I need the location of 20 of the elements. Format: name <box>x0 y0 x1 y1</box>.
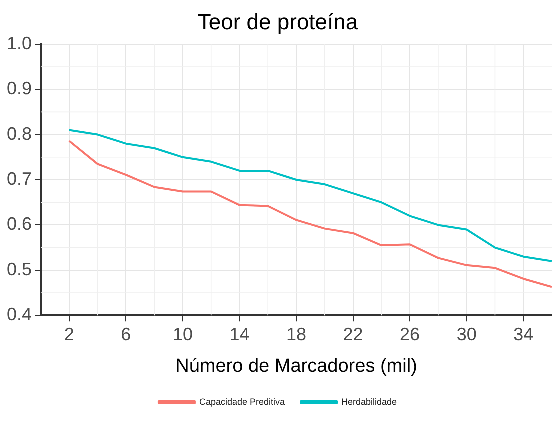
x-tick-label: 14 <box>230 324 250 344</box>
y-tick-label: 0.4 <box>6 304 32 325</box>
y-tick-label: 0.6 <box>6 214 32 234</box>
x-tick-label: 22 <box>343 324 364 344</box>
chart-title: Teor de proteína <box>198 9 359 34</box>
x-tick-label: 18 <box>286 324 307 344</box>
legend-label: Herdabilidade <box>342 396 398 407</box>
x-tick-label: 30 <box>456 324 477 344</box>
y-tick-label: 0.8 <box>6 124 32 144</box>
x-tick-label: 6 <box>121 324 132 344</box>
legend-label: Capacidade Preditiva <box>199 396 286 407</box>
x-tick-label: 34 <box>514 324 534 344</box>
x-tick-label: 10 <box>172 324 193 344</box>
x-tick-label: 2 <box>64 324 74 344</box>
y-tick-label: 1.0 <box>6 33 32 54</box>
y-tick-label: 0.5 <box>6 259 32 280</box>
x-tick-label: 26 <box>400 324 420 344</box>
x-axis-title: Número de Marcadores (mil) <box>176 356 418 377</box>
y-tick-label: 0.9 <box>6 78 32 99</box>
y-tick-label: 0.7 <box>6 168 32 189</box>
